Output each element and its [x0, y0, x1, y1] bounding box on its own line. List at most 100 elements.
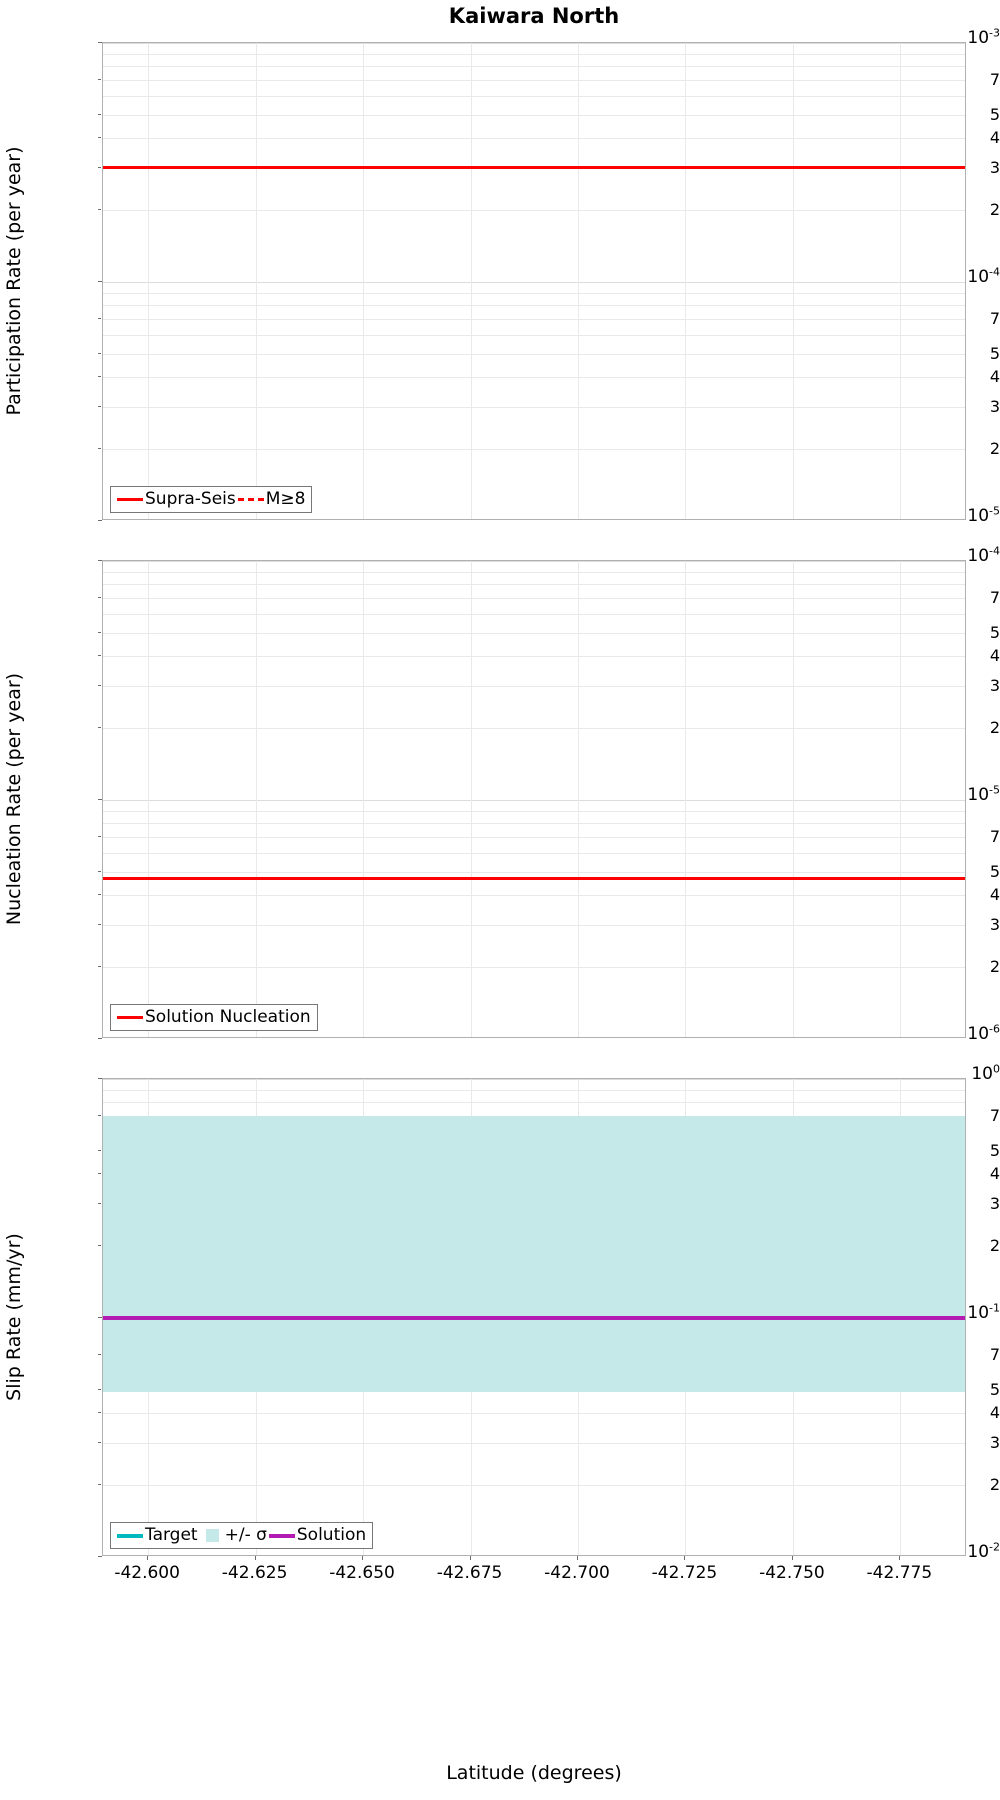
x-tick-label: -42.675 — [436, 1563, 503, 1583]
gridline-horizontal — [103, 377, 965, 379]
gridline-horizontal — [103, 656, 965, 658]
data-line-supra-seis — [103, 165, 965, 169]
x-tick-mark — [469, 1556, 471, 1560]
y-tick-label-minor: 4 — [989, 646, 1000, 666]
gridline-horizontal — [103, 319, 965, 321]
gridline-vertical — [470, 561, 472, 1037]
y-tick-label-minor: 4 — [989, 1403, 1000, 1423]
y-tick-label-minor: 3 — [989, 675, 1000, 695]
y-tick-mark — [98, 520, 102, 521]
gridline-horizontal — [103, 114, 965, 116]
legend-nucleation: Solution Nucleation — [110, 1004, 318, 1031]
gridline-horizontal — [103, 80, 965, 82]
y-tick-mark-minor — [98, 352, 101, 354]
gridline-horizontal — [103, 598, 965, 600]
gridline-horizontal — [103, 1442, 965, 1444]
gridline-horizontal — [103, 584, 965, 586]
y-tick-mark-minor — [98, 655, 101, 657]
gridline-vertical — [577, 561, 579, 1037]
y-tick-mark-minor — [98, 1245, 101, 1247]
y-tick-label-minor: 2 — [989, 439, 1000, 459]
x-tick-mark — [791, 1556, 793, 1560]
y-tick-mark-minor — [98, 318, 101, 320]
y-tick-label-minor: 4 — [989, 128, 1000, 148]
y-tick-mark-minor — [98, 1441, 101, 1443]
gridline-horizontal — [103, 1089, 965, 1091]
x-axis-label: Latitude (degrees) — [446, 1762, 622, 1784]
y-tick-mark-minor — [98, 1173, 101, 1175]
gridline-horizontal — [103, 138, 965, 140]
y-tick-label-minor: 5 — [989, 622, 1000, 642]
y-tick-mark-minor — [98, 684, 101, 686]
y-tick-label-minor: 5 — [989, 343, 1000, 363]
y-tick-label-major: 10-5 — [967, 504, 1000, 526]
nucleation-rate-plot — [102, 560, 966, 1038]
uncertainty-band — [103, 1116, 965, 1393]
y-tick-label-minor: 4 — [989, 367, 1000, 387]
legend-entry: Supra-Seis — [117, 490, 236, 509]
y-tick-mark-minor — [98, 1484, 101, 1486]
gridline-horizontal — [103, 66, 965, 68]
x-tick-label: -42.725 — [651, 1563, 718, 1583]
y-tick-label-minor: 5 — [989, 1140, 1000, 1160]
gridline-horizontal — [103, 1413, 965, 1415]
y-tick-label-minor: 5 — [989, 104, 1000, 124]
gridline-horizontal — [103, 561, 965, 562]
y-tick-mark-minor — [98, 894, 101, 896]
legend-participation: Supra-Seis M≥8 — [110, 486, 313, 513]
y-tick-mark-minor — [98, 1354, 101, 1356]
y-tick-label-major: 100 — [971, 1062, 1000, 1084]
page-title: Kaiwara North — [448, 4, 620, 28]
y-tick-label-minor: 4 — [989, 885, 1000, 905]
y-tick-label-minor: 3 — [989, 1432, 1000, 1452]
y-tick-label-minor: 2 — [989, 200, 1000, 220]
y-tick-label-major: 10-2 — [967, 1540, 1000, 1562]
y-tick-label-minor: 3 — [989, 1193, 1000, 1213]
y-axis-label: Slip Rate (mm/yr) — [2, 1233, 25, 1401]
legend-swatch-icon — [205, 1529, 219, 1542]
y-tick-label-minor: 3 — [989, 157, 1000, 177]
y-tick-mark-minor — [98, 376, 101, 378]
y-tick-mark-minor — [98, 923, 101, 925]
gridline-horizontal — [103, 96, 965, 98]
legend-label: Solution — [296, 1525, 367, 1545]
y-tick-mark — [98, 42, 102, 43]
y-tick-mark-minor — [98, 727, 101, 729]
y-tick-mark-minor — [98, 597, 101, 599]
y-tick-label-minor: 7 — [989, 309, 1000, 329]
gridline-horizontal — [103, 449, 965, 451]
gridline-horizontal — [103, 823, 965, 825]
y-tick-mark — [98, 1317, 102, 1318]
y-tick-mark — [98, 1078, 102, 1079]
gridline-horizontal — [103, 305, 965, 307]
y-tick-mark-minor — [98, 1115, 101, 1117]
y-tick-mark-minor — [98, 405, 101, 407]
y-tick-mark-minor — [98, 966, 101, 968]
gridline-vertical — [148, 561, 150, 1037]
y-tick-label-major: 10-3 — [967, 26, 1000, 48]
legend-sliprate: Target +/- σ Solution — [110, 1522, 374, 1549]
gridline-horizontal — [103, 292, 965, 294]
gridline-vertical — [792, 43, 794, 519]
data-line-solution-nucleation — [103, 877, 965, 881]
legend-line-icon — [237, 498, 264, 501]
data-line-solution — [103, 1316, 965, 1320]
gridline-horizontal — [103, 632, 965, 634]
y-tick-label-minor: 3 — [989, 396, 1000, 416]
y-tick-mark-minor — [98, 1412, 101, 1414]
x-tick-mark — [684, 1556, 686, 1560]
y-tick-label-minor: 7 — [989, 588, 1000, 608]
legend-label: Target — [145, 1525, 198, 1545]
gridline-horizontal — [103, 837, 965, 839]
gridline-horizontal — [103, 895, 965, 897]
gridline-horizontal — [103, 210, 965, 212]
gridline-vertical — [148, 43, 150, 519]
legend-line-icon — [117, 498, 143, 501]
x-tick-label: -42.775 — [866, 1563, 933, 1583]
x-tick-mark — [254, 1556, 256, 1560]
gridline-horizontal — [103, 685, 965, 687]
y-tick-label-minor: 2 — [989, 957, 1000, 977]
legend-label: Solution Nucleation — [145, 1007, 311, 1027]
y-tick-mark-minor — [98, 836, 101, 838]
